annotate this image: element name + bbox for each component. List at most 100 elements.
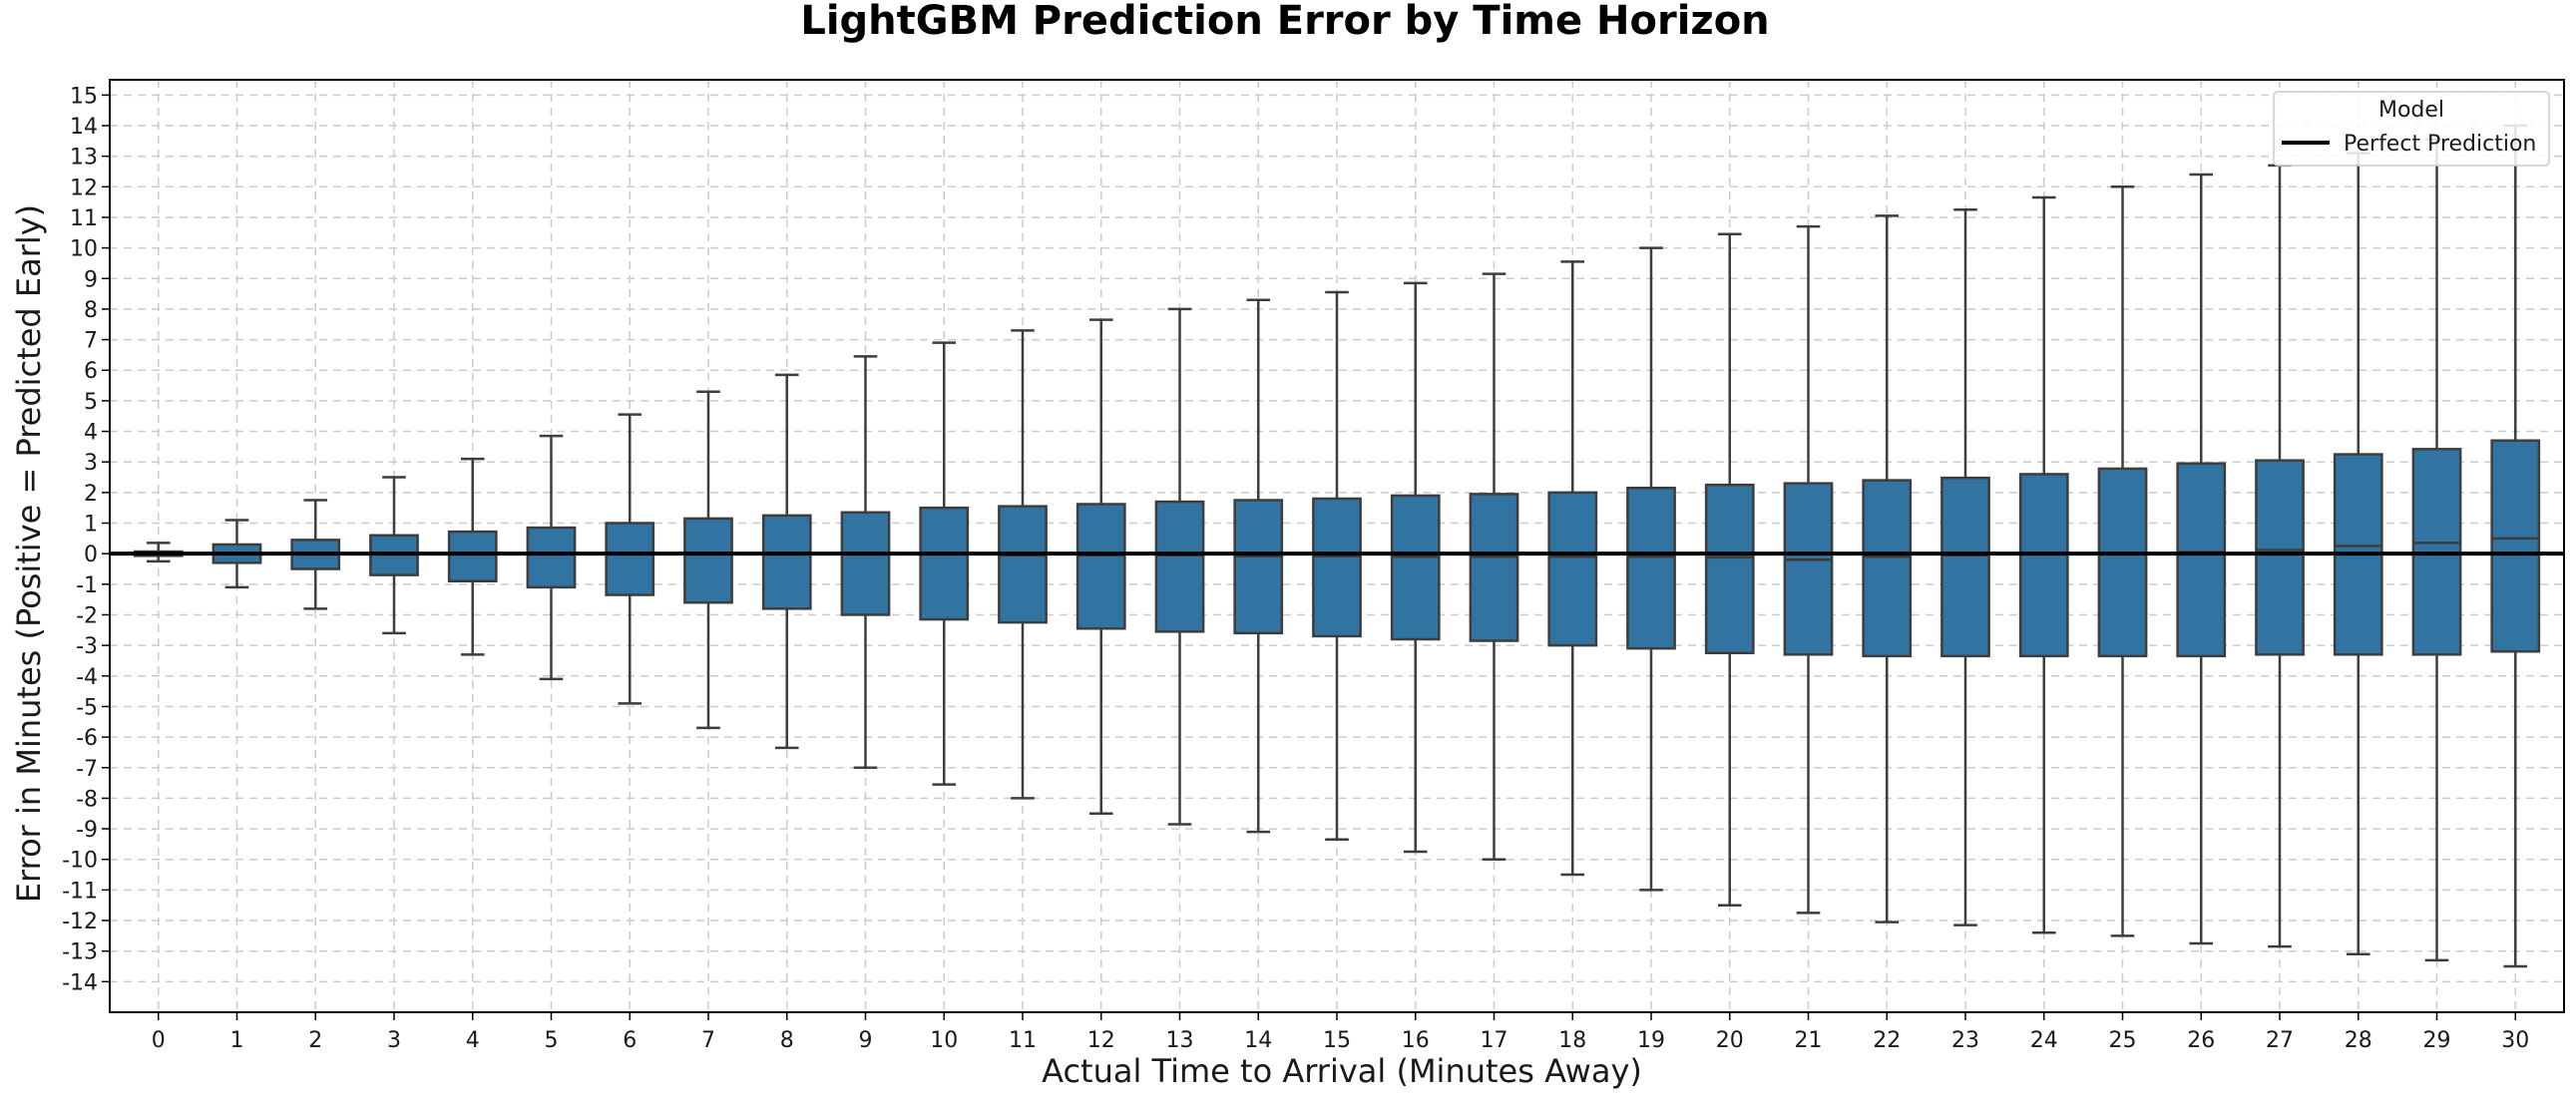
x-tick-label: 18 xyxy=(1558,1028,1586,1053)
x-tick-label: 28 xyxy=(2345,1028,2372,1053)
y-tick-label: -3 xyxy=(76,634,98,659)
box-iqr xyxy=(683,517,733,604)
box-3 xyxy=(369,476,419,635)
box-iqr xyxy=(1940,476,1990,658)
x-tick-label: 30 xyxy=(2501,1028,2529,1053)
y-tick-label: -14 xyxy=(62,970,98,995)
y-tick-label: 5 xyxy=(84,390,98,415)
box-iqr xyxy=(2490,439,2541,653)
box-iqr xyxy=(840,511,891,616)
box-7 xyxy=(683,390,733,730)
y-tick-label: -9 xyxy=(76,818,98,843)
box-iqr xyxy=(761,514,812,610)
x-tick-label: 0 xyxy=(152,1028,166,1053)
y-tick-label: -1 xyxy=(76,573,98,598)
x-tick-label: 19 xyxy=(1637,1028,1665,1053)
x-tick-label: 25 xyxy=(2109,1028,2137,1053)
x-tick-label: 15 xyxy=(1323,1028,1351,1053)
x-tick-label: 1 xyxy=(229,1028,243,1053)
box-18 xyxy=(1547,260,1598,877)
x-tick-label: 11 xyxy=(1009,1028,1037,1053)
box-22 xyxy=(1862,214,1913,923)
legend-box xyxy=(2273,91,2550,167)
box-iqr xyxy=(1626,487,1676,650)
y-tick-label: 13 xyxy=(70,146,98,171)
y-tick-label: -8 xyxy=(76,787,98,812)
x-axis-label: Actual Time to Arrival (Minutes Away) xyxy=(1042,1052,1642,1090)
box-23 xyxy=(1940,208,1990,926)
box-9 xyxy=(840,355,891,770)
box-25 xyxy=(2097,185,2148,937)
x-tick-label: 13 xyxy=(1165,1028,1193,1053)
box-14 xyxy=(1233,298,1284,834)
y-axis-ticks: -14-13-12-11-10-9-8-7-6-5-4-3-2-10123456… xyxy=(62,84,110,995)
box-iqr xyxy=(1154,500,1205,633)
x-tick-label: 27 xyxy=(2266,1028,2294,1053)
box-10 xyxy=(919,341,970,786)
x-tick-label: 26 xyxy=(2187,1028,2215,1053)
y-tick-label: 14 xyxy=(70,115,98,140)
box-iqr xyxy=(2176,462,2227,658)
box-5 xyxy=(526,434,577,681)
x-tick-label: 24 xyxy=(2030,1028,2058,1053)
x-tick-label: 17 xyxy=(1481,1028,1508,1053)
x-tick-label: 3 xyxy=(387,1028,401,1053)
y-tick-label: 9 xyxy=(84,267,98,292)
x-tick-label: 6 xyxy=(623,1028,637,1053)
box-iqr xyxy=(1312,497,1362,638)
box-iqr xyxy=(1547,491,1598,647)
y-tick-label: 3 xyxy=(84,451,98,476)
y-tick-label: -4 xyxy=(76,665,98,690)
y-tick-label: -13 xyxy=(62,940,98,965)
y-tick-label: -2 xyxy=(76,603,98,628)
box-iqr xyxy=(605,522,655,596)
y-tick-label: -10 xyxy=(62,849,98,874)
y-tick-label: 15 xyxy=(70,84,98,109)
y-tick-label: 8 xyxy=(84,298,98,323)
y-tick-label: 4 xyxy=(84,421,98,446)
y-tick-label: 10 xyxy=(70,237,98,262)
x-tick-label: 5 xyxy=(544,1028,558,1053)
box-12 xyxy=(1075,318,1126,815)
box-iqr xyxy=(447,530,498,583)
y-tick-label: -11 xyxy=(62,879,98,904)
x-tick-label: 8 xyxy=(780,1028,794,1053)
box-iqr xyxy=(2255,459,2305,656)
plot-frame xyxy=(109,79,2565,1013)
box-iqr xyxy=(1862,479,1913,658)
box-29 xyxy=(2411,138,2462,962)
x-tick-label: 2 xyxy=(308,1028,322,1053)
y-tick-label: 7 xyxy=(84,329,98,354)
y-tick-label: -5 xyxy=(76,695,98,720)
box-iqr xyxy=(526,526,577,589)
x-tick-label: 9 xyxy=(858,1028,872,1053)
box-6 xyxy=(605,413,655,705)
box-iqr xyxy=(2018,473,2069,658)
x-tick-label: 16 xyxy=(1402,1028,1430,1053)
box-17 xyxy=(1469,272,1519,861)
x-tick-label: 10 xyxy=(930,1028,958,1053)
box-13 xyxy=(1154,307,1205,826)
chart-title: LightGBM Prediction Error by Time Horizo… xyxy=(800,0,1769,44)
box-15 xyxy=(1312,290,1362,842)
box-iqr xyxy=(998,505,1048,624)
box-8 xyxy=(761,373,812,750)
box-20 xyxy=(1704,232,1755,907)
y-tick-label: 0 xyxy=(84,543,98,567)
box-24 xyxy=(2018,195,2069,934)
x-tick-label: 20 xyxy=(1716,1028,1744,1053)
x-tick-label: 29 xyxy=(2423,1028,2451,1053)
legend-title: Model xyxy=(2378,98,2444,123)
y-tick-label: 12 xyxy=(70,176,98,200)
box-30 xyxy=(2490,124,2541,968)
x-tick-label: 22 xyxy=(1873,1028,1901,1053)
y-tick-label: 11 xyxy=(70,206,98,231)
legend: Model Perfect Prediction xyxy=(2273,91,2550,167)
legend-entry-perfect-prediction: Perfect Prediction xyxy=(2344,132,2536,157)
box-iqr xyxy=(919,506,970,621)
box-11 xyxy=(998,329,1048,800)
x-tick-label: 7 xyxy=(701,1028,715,1053)
box-19 xyxy=(1626,246,1676,892)
